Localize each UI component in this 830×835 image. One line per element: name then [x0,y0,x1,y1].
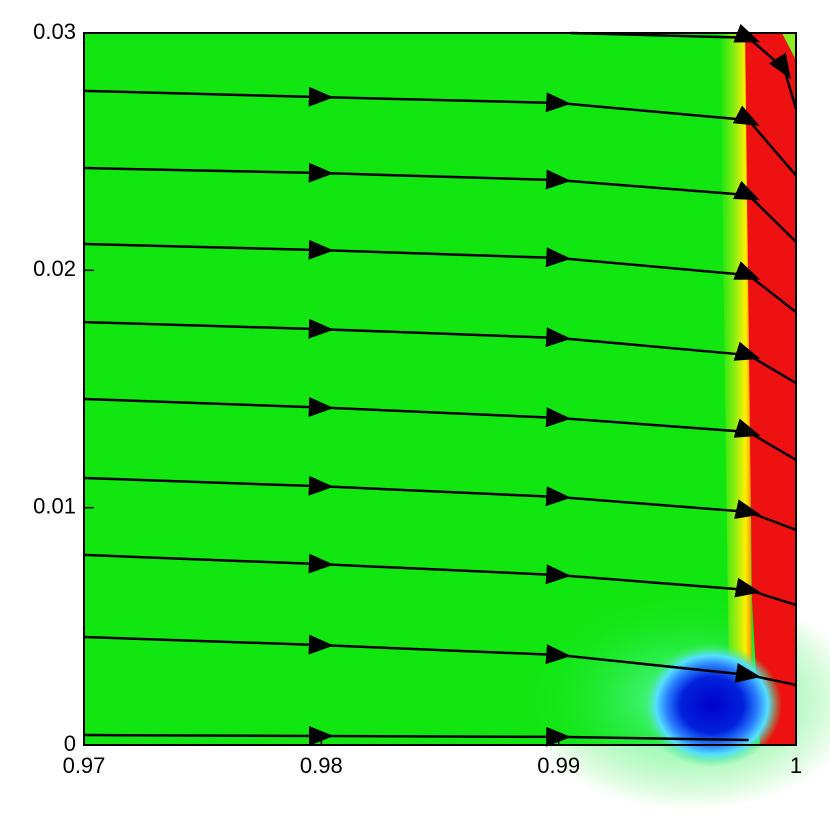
x-tick-label: 0.99 [537,753,580,778]
streamline [83,162,797,243]
x-tick-label: 1 [790,753,802,778]
y-tick-label: 0 [64,731,76,756]
streamline [570,23,798,110]
y-tick-label: 0.03 [33,19,76,44]
contour-field [84,33,830,810]
streamline [83,318,797,385]
streamline [83,239,797,314]
y-tick-label: 0.01 [33,493,76,518]
x-tick-label: 0.97 [63,753,106,778]
streamline [83,553,797,607]
streamline [83,86,797,177]
streamline [83,475,797,532]
x-tick-label: 0.98 [300,753,343,778]
streamline [83,725,749,747]
streamline [83,397,797,462]
streamline [83,634,797,687]
y-tick-label: 0.02 [33,256,76,281]
